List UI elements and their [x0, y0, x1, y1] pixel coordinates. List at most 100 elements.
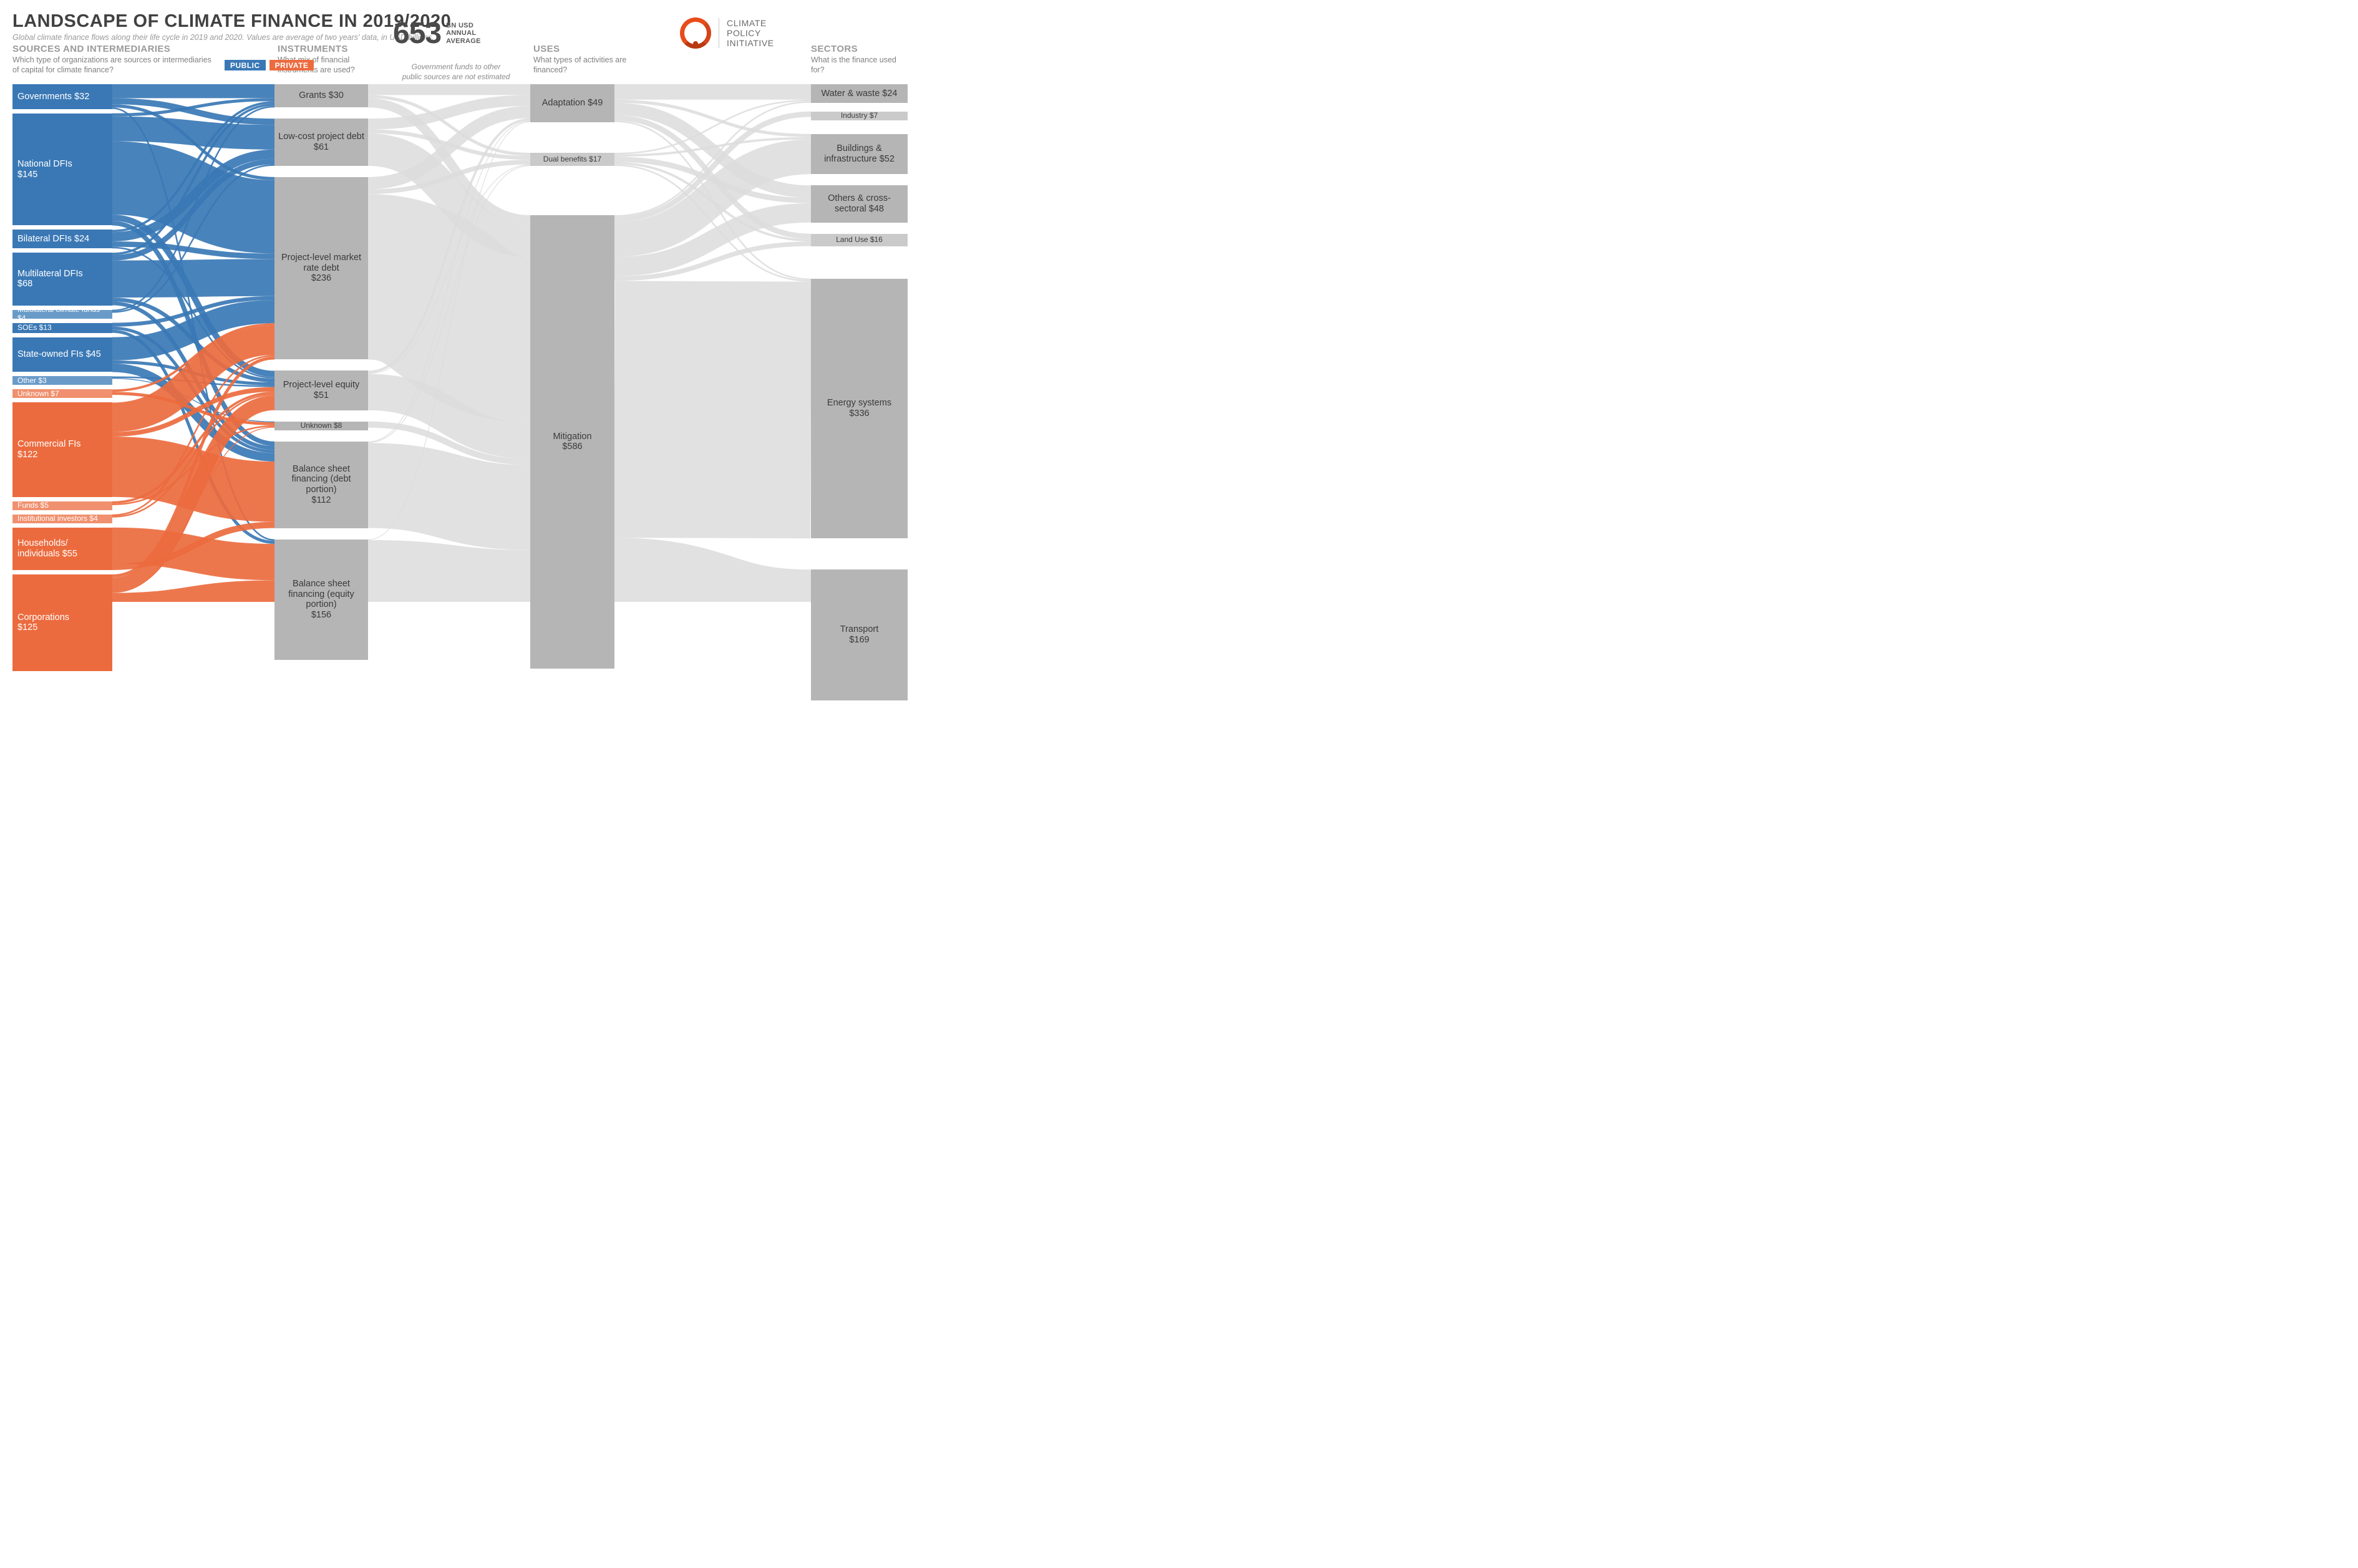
node-sofi: State-owned FIs $45 [12, 337, 112, 372]
node-label-mcf: Multilateral climate funds $4 [17, 306, 110, 323]
node-label-unk2: Unknown $8 [301, 422, 342, 430]
node-dual: Dual benefits $17 [530, 153, 614, 166]
col-title-instruments: INSTRUMENTS [278, 44, 348, 54]
node-label-plmrd: Project-level market rate debt [277, 253, 366, 273]
footnote: Government funds to other public sources… [397, 62, 515, 82]
node-label-energy: Energy systems [827, 398, 891, 409]
node-mitig: Mitigation$586 [530, 215, 614, 669]
node-value-cfi: $122 [17, 450, 37, 460]
total-block: 653 BN USD ANNUAL AVERAGE [393, 16, 481, 51]
node-label-sofi: State-owned FIs $45 [17, 349, 101, 360]
node-label-water: Water & waste $24 [822, 89, 898, 99]
node-mdfi: Multilateral DFIs$68 [12, 253, 112, 305]
node-land: Land Use $16 [811, 234, 908, 246]
logo-text: CLIMATE POLICY INITIATIVE [727, 18, 774, 48]
node-label-build: Buildings & infrastructure $52 [813, 143, 905, 164]
node-label-corp: Corporations [17, 612, 69, 623]
node-value-mitig: $586 [562, 442, 582, 452]
node-label-lcpd: Low-cost project debt $61 [277, 132, 366, 152]
node-bsd: Balance sheet financing (debt portion)$1… [274, 442, 368, 528]
sankey-link [112, 128, 274, 137]
page-title: LANDSCAPE OF CLIMATE FINANCE IN 2019/202… [12, 11, 451, 32]
node-label-gov: Governments $32 [17, 92, 89, 102]
node-label-unk: Unknown $7 [17, 390, 59, 399]
logo-icon [680, 17, 711, 49]
node-value-bsd: $112 [311, 495, 331, 506]
node-label-hh: Households/ individuals $55 [17, 538, 110, 559]
col-sub-sources: Which type of organizations are sources … [12, 56, 212, 75]
sankey-link [368, 485, 530, 507]
node-label-trans: Transport [840, 624, 879, 635]
sankey-link [614, 409, 811, 410]
col-header-sectors: SECTORS What is the finance used for? [811, 44, 908, 75]
node-label-grants: Grants $30 [299, 90, 344, 101]
col-title-uses: USES [533, 44, 560, 54]
node-label-ndfi: National DFIs [17, 159, 72, 170]
node-plmrd: Project-level market rate debt$236 [274, 177, 368, 360]
node-label-fnd: Funds $5 [17, 501, 49, 510]
node-trans: Transport$169 [811, 569, 908, 700]
node-value-bse: $156 [311, 610, 331, 621]
node-value-plmrd: $236 [311, 273, 331, 284]
node-build: Buildings & infrastructure $52 [811, 134, 908, 174]
col-sub-uses: What types of activities are financed? [533, 56, 633, 75]
col-sub-sectors: What is the finance used for? [811, 56, 908, 75]
node-bse: Balance sheet financing (equity portion)… [274, 540, 368, 660]
node-label-indus: Industry $7 [841, 112, 878, 120]
node-label-bse: Balance sheet financing (equity portion) [277, 579, 366, 610]
logo: CLIMATE POLICY INITIATIVE [680, 17, 774, 49]
sankey-link [368, 600, 530, 602]
node-unk2: Unknown $8 [274, 422, 368, 430]
sankey-links [12, 84, 911, 602]
node-pleq: Project-level equity$51 [274, 370, 368, 410]
header-block: LANDSCAPE OF CLIMATE FINANCE IN 2019/202… [12, 11, 451, 42]
col-header-sources: SOURCES AND INTERMEDIARIES Which type of… [12, 44, 212, 75]
node-value-ndfi: $145 [17, 170, 37, 180]
node-unk: Unknown $7 [12, 389, 112, 398]
total-label: BN USD ANNUAL AVERAGE [446, 22, 481, 44]
node-label-soe: SOEs $13 [17, 324, 52, 332]
node-value-corp: $125 [17, 622, 37, 633]
node-label-adapt: Adaptation $49 [542, 98, 603, 109]
node-other: Others & cross-sectoral $48 [811, 185, 908, 223]
node-hh: Households/ individuals $55 [12, 528, 112, 570]
node-cfi: Commercial FIs$122 [12, 402, 112, 496]
col-title-sectors: SECTORS [811, 44, 858, 54]
page-subtitle: Global climate finance flows along their… [12, 33, 451, 42]
col-header-uses: USES What types of activities are financ… [533, 44, 633, 75]
node-label-other: Others & cross-sectoral $48 [813, 193, 905, 214]
node-label-inst: Institutional investors $4 [17, 515, 98, 523]
node-fnd: Funds $5 [12, 501, 112, 510]
node-label-mdfi: Multilateral DFIs [17, 269, 83, 279]
node-corp: Corporations$125 [12, 574, 112, 671]
legend-public: PUBLIC [225, 60, 266, 70]
legend-private: PRIVATE [269, 60, 314, 70]
node-indus: Industry $7 [811, 112, 908, 120]
node-bdfi: Bilateral DFIs $24 [12, 230, 112, 248]
node-label-oth: Other $3 [17, 377, 47, 385]
sankey-diagram: Governments $32 National DFIs$145 Bilatera… [12, 84, 911, 602]
node-inst: Institutional investors $4 [12, 515, 112, 523]
node-label-pleq: Project-level equity [283, 380, 360, 390]
node-grants: Grants $30 [274, 84, 368, 107]
node-lcpd: Low-cost project debt $61 [274, 119, 368, 166]
col-title-sources: SOURCES AND INTERMEDIARIES [12, 44, 170, 54]
node-value-energy: $336 [849, 409, 869, 419]
node-value-trans: $169 [849, 635, 869, 646]
node-value-mdfi: $68 [17, 279, 32, 289]
node-label-mitig: Mitigation [553, 432, 591, 442]
total-value: 653 [393, 16, 441, 51]
node-adapt: Adaptation $49 [530, 84, 614, 122]
node-oth: Other $3 [12, 376, 112, 385]
node-label-dual: Dual benefits $17 [543, 155, 601, 164]
node-mcf: Multilateral climate funds $4 [12, 310, 112, 319]
node-ndfi: National DFIs$145 [12, 114, 112, 226]
node-label-bsd: Balance sheet financing (debt portion) [277, 464, 366, 495]
node-value-pleq: $51 [314, 390, 329, 401]
node-energy: Energy systems$336 [811, 279, 908, 539]
node-water: Water & waste $24 [811, 84, 908, 103]
node-label-bdfi: Bilateral DFIs $24 [17, 234, 89, 244]
node-label-cfi: Commercial FIs [17, 439, 81, 450]
sankey-link [112, 278, 274, 279]
node-gov: Governments $32 [12, 84, 112, 109]
